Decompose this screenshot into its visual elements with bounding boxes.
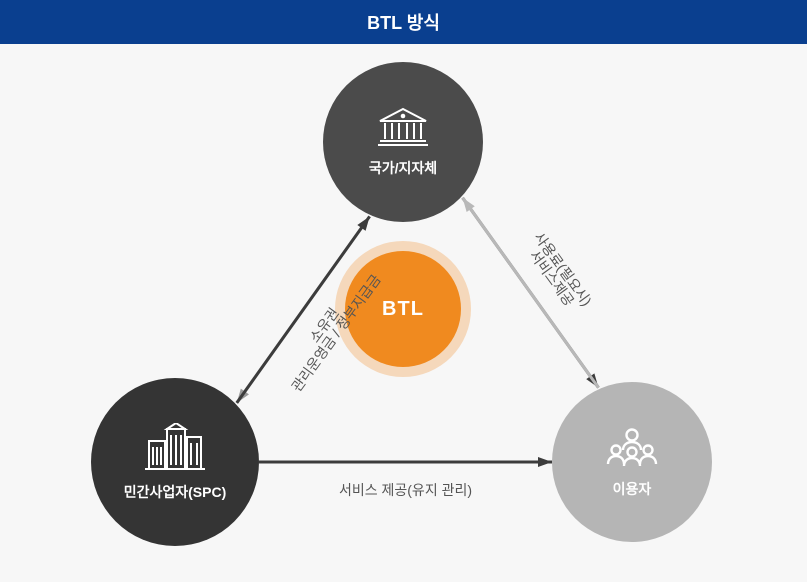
center-label: BTL	[382, 298, 424, 321]
node-spc-label: 민간사업자(SPC)	[124, 482, 227, 502]
node-user: 이용자	[552, 382, 712, 542]
city-buildings-icon	[145, 423, 205, 476]
header-bar: BTL 방식	[0, 0, 807, 44]
header-title: BTL 방식	[367, 9, 440, 35]
diagram-canvas: BTL 국가/지자체 민간사업자(SPC)	[0, 44, 807, 582]
node-spc: 민간사업자(SPC)	[91, 378, 259, 546]
node-user-label: 이용자	[613, 479, 652, 499]
node-gov: 국가/지자체	[323, 62, 483, 222]
users-group-icon	[604, 426, 660, 473]
edge-label-spc-user: 서비스 제공(유지 관리)	[339, 480, 472, 500]
building-columns-icon	[376, 107, 430, 152]
node-gov-label: 국가/지자체	[369, 158, 437, 178]
